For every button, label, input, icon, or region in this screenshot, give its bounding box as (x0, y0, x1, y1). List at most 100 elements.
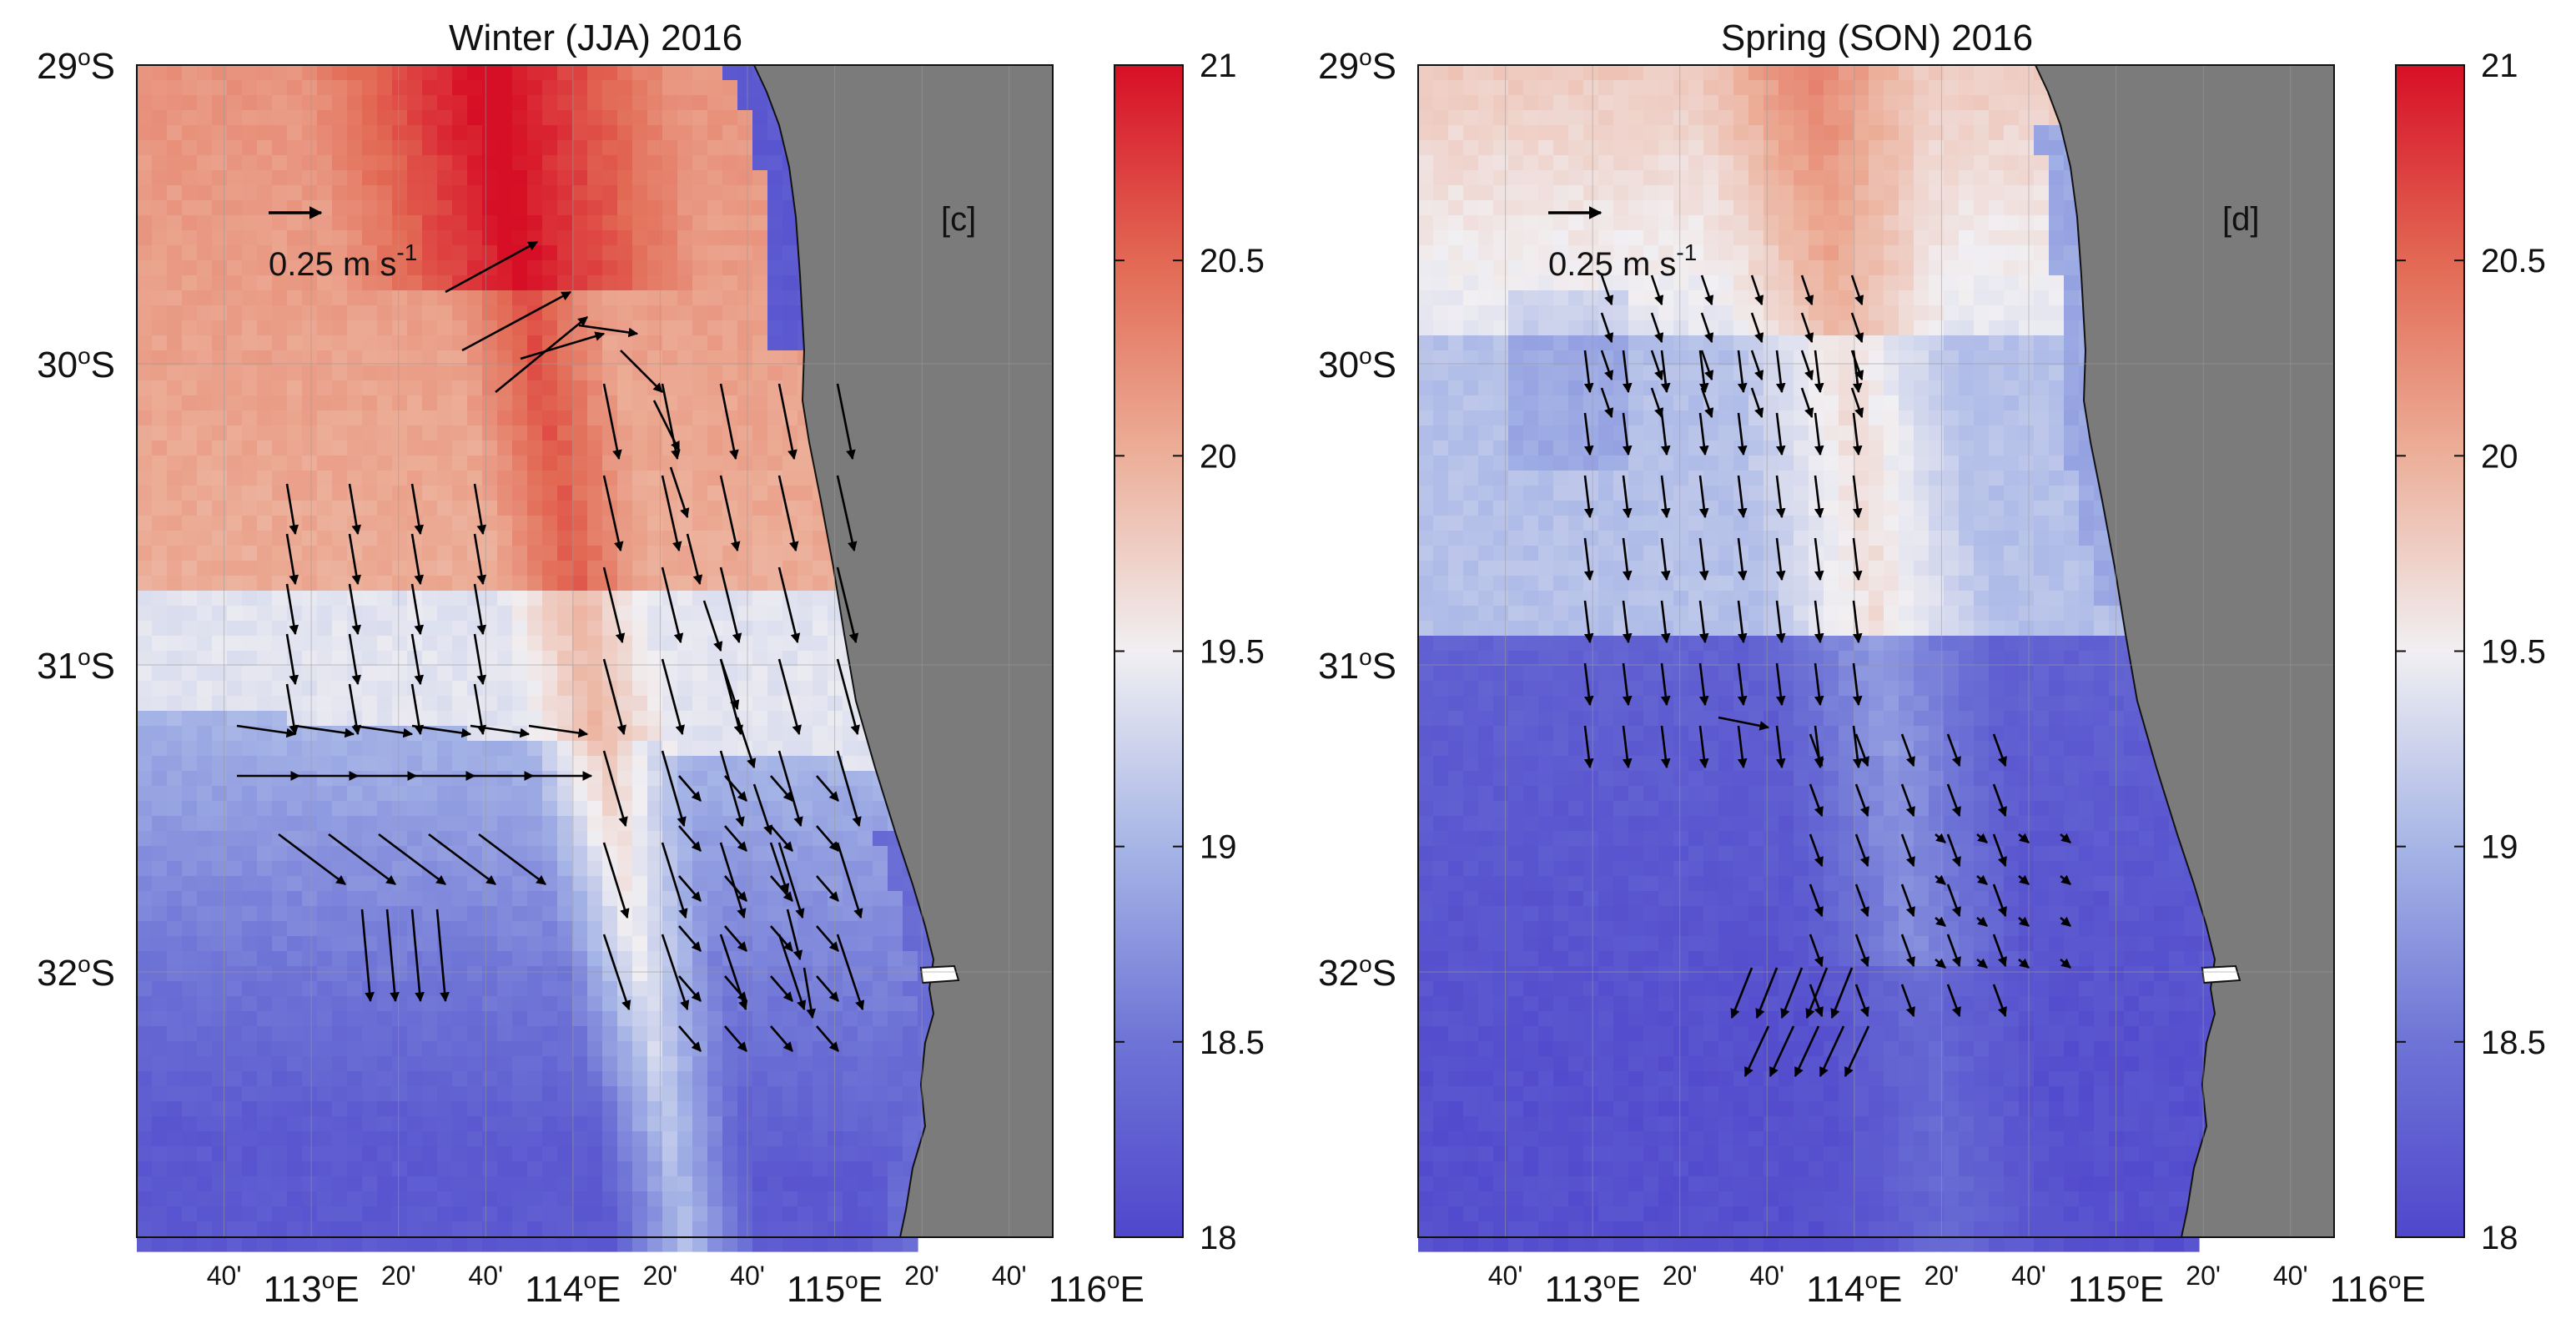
current-vector-arrow (1935, 916, 1946, 927)
current-vector-arrow (719, 475, 741, 552)
current-vector-arrow (1660, 412, 1671, 456)
current-vector-arrow (678, 925, 702, 952)
current-vector-arrow (473, 583, 487, 636)
longitude-minute-label: 20' (643, 1261, 678, 1291)
current-vector-arrow (1698, 662, 1709, 707)
longitude-minute-label: 20' (381, 1261, 416, 1291)
current-vector-arrow (1852, 475, 1863, 519)
current-vector-arrow (1737, 537, 1748, 581)
current-vector-arrow (1650, 387, 1664, 419)
scale-exponent: -1 (396, 239, 417, 265)
current-vector-arrow (1737, 725, 1748, 769)
current-vector-arrow (1775, 475, 1786, 519)
current-vector-arrow (1976, 958, 1988, 969)
current-vector-arrow (724, 825, 747, 852)
current-vector-arrow (578, 324, 639, 338)
current-vectors (236, 240, 865, 1052)
longitude-labels: 40' 113oE 20' 40' 114oE 20' 40' 115oE 20' 40' 116o… (207, 1261, 1145, 1310)
current-vector-arrow (686, 533, 703, 586)
current-vector-arrow (1935, 874, 1946, 885)
current-vector-arrow (2018, 833, 2030, 843)
graticule (137, 64, 1053, 1237)
current-vector-arrow (1660, 537, 1671, 581)
current-vector-arrow (348, 583, 362, 636)
colorbar: 18 18.5 19 19.5 20 20.5 21 (1114, 48, 1265, 1256)
map-frame (1417, 64, 2335, 1238)
current-vector-arrow (1700, 312, 1714, 344)
current-vector-arrow (1750, 312, 1764, 344)
colorbar-tick-label: 18.5 (1200, 1024, 1265, 1061)
latitude-label: 31oS (1318, 644, 1396, 687)
current-vector-arrow (1700, 387, 1714, 419)
current-vector-arrow (661, 383, 681, 461)
current-vector-arrow (836, 934, 865, 1011)
current-vector-arrow (661, 750, 687, 828)
current-vector-arrow (786, 909, 803, 961)
current-vector-arrow (1600, 312, 1614, 344)
current-vector-arrow (770, 925, 793, 952)
longitude-minute-label: 40' (992, 1261, 1027, 1291)
current-vector-arrow (1660, 725, 1671, 769)
current-vector-arrow (777, 658, 802, 736)
current-vector-arrow (285, 583, 299, 636)
current-vector-arrow (1800, 274, 1814, 306)
current-vector-arrow (770, 775, 793, 802)
current-vector-arrow (661, 934, 690, 1011)
current-vector-arrow (385, 909, 400, 1003)
current-vector-arrow (1750, 350, 1764, 381)
current-vector-arrow (719, 750, 745, 828)
colorbar: 18 18.5 19 19.5 20 20.5 21 (2395, 48, 2546, 1256)
colorbar-tick-label: 18.5 (2481, 1024, 2546, 1061)
colorbar-tick-label: 19.5 (2481, 634, 2546, 671)
current-vector-arrow (2018, 958, 2030, 969)
current-vector-arrow (836, 383, 856, 461)
current-vector-arrow (1660, 350, 1671, 394)
longitude-label: 113oE (264, 1267, 360, 1310)
current-vector-arrow (620, 350, 663, 393)
current-vector-arrow (1775, 412, 1786, 456)
longitude-minute-label: 40' (1488, 1261, 1523, 1291)
current-vector-arrow (724, 875, 747, 902)
current-vector-arrow (1854, 934, 1869, 968)
current-vector-arrow (1809, 934, 1824, 968)
current-vector-arrow (1583, 662, 1594, 707)
current-vector-arrow (1809, 733, 1824, 768)
current-vector-arrow (328, 833, 396, 886)
current-vector-arrow (816, 1025, 839, 1052)
scale-value: 0.25 m s (269, 246, 396, 283)
current-vector-arrow (1800, 350, 1814, 381)
current-vector-arrow (1600, 387, 1614, 419)
current-vector-arrow (1852, 412, 1863, 456)
current-vector-arrow (1946, 883, 1961, 918)
latitude-label: 29oS (37, 44, 115, 87)
longitude-minute-label: 40' (1749, 1261, 1784, 1291)
current-vector-arrow (1775, 350, 1786, 394)
current-vector-arrow (1814, 662, 1824, 707)
current-vector-arrow (836, 566, 859, 644)
current-vector-arrow (1809, 984, 1824, 1018)
sst-heatmap (1418, 65, 2230, 1252)
current-vector-arrow (360, 909, 375, 1003)
current-vector-arrow (669, 466, 690, 519)
current-vector-arrow (770, 875, 793, 902)
longitude-minute-label: 40' (207, 1261, 242, 1291)
current-vector-arrow (294, 724, 355, 738)
current-vector-arrow (1730, 967, 1753, 1019)
current-vector-arrow (1850, 312, 1864, 344)
latitude-label: 32oS (1318, 951, 1396, 994)
current-vector-arrow (410, 533, 425, 586)
colorbar-scale (1114, 64, 1184, 1238)
current-vector-arrow (348, 633, 362, 686)
current-vector-arrow (752, 783, 773, 836)
latitude-label: 30oS (37, 343, 115, 385)
longitude-label: 116oE (2330, 1267, 2426, 1310)
land-mass (752, 64, 1054, 1238)
sst-map (1417, 64, 2335, 1252)
current-vector-arrow (1946, 984, 1961, 1018)
current-vector-arrow (1583, 412, 1594, 456)
current-vector-arrow (602, 934, 631, 1011)
colorbar-tick-label: 19 (2481, 829, 2518, 866)
current-vector-arrow (1992, 934, 2007, 968)
current-vector-arrow (470, 724, 531, 738)
